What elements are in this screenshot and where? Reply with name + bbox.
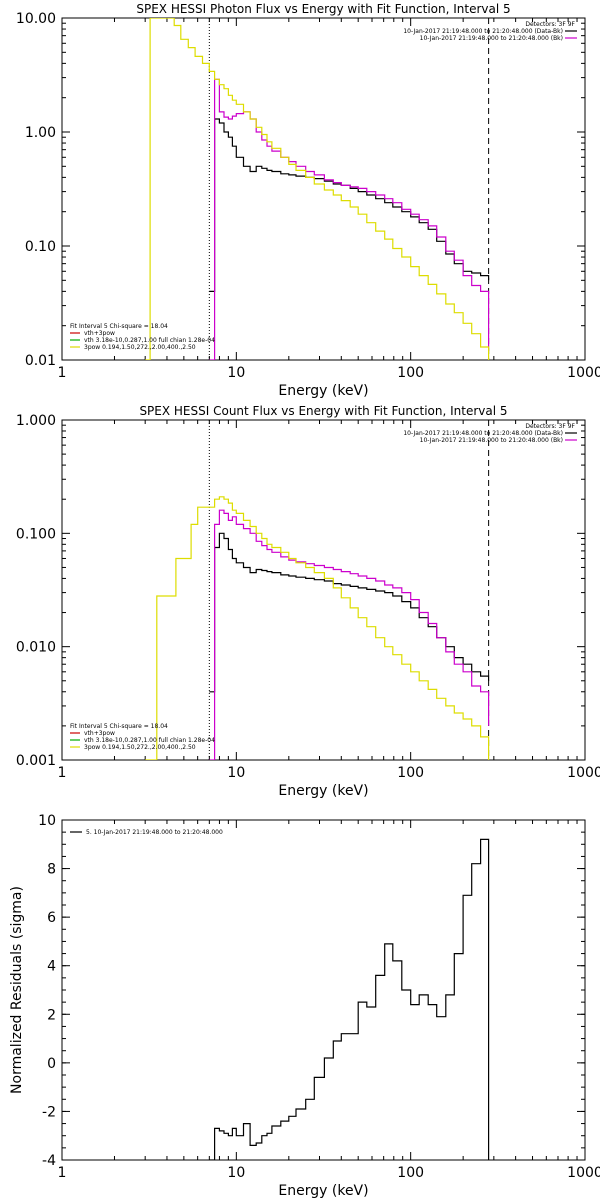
legend-header: Detectors: 3F 9F <box>525 21 575 28</box>
series-group <box>145 496 490 760</box>
y-tick-label: 4 <box>47 959 56 975</box>
fit-legend-entry: vth+3pow <box>84 730 115 737</box>
x-tick-label: 1 <box>58 1165 67 1181</box>
y-tick-label: 0.01 <box>25 353 56 369</box>
y-tick-label: 2 <box>47 1007 56 1023</box>
y-tick-label: 0.100 <box>16 526 56 542</box>
y-tick-label: -2 <box>42 1104 56 1120</box>
y-axis-label: Normalized Residuals (sigma) <box>9 886 25 1094</box>
x-axis-label: Energy (keV) <box>278 1183 368 1199</box>
residuals-panel: 1 10 100 1000 -4 -2 0 2 4 6 8 10 Energy (keV) Normali… <box>9 813 600 1199</box>
x-tick-label: 100 <box>397 365 424 381</box>
legend-entry: 10-Jan-2017 21:19:48.000 to 21:20:48.000… <box>420 35 563 42</box>
x-tick-label: 100 <box>397 765 424 781</box>
x-tick-label: 10 <box>227 765 245 781</box>
fit-legend-header: Fit Interval 5 Chi-square = 18.04 <box>70 323 168 330</box>
series-line-0 <box>209 532 490 693</box>
series-line-0 <box>209 118 490 292</box>
fit-legend-entry: 3pow 0.194,1.50,272.,2.00,400.,2.50 <box>84 744 196 751</box>
photon-flux-panel: 1 10 100 1000 0.01 0.10 1.00 10.00 SPEX HESSI Ph… <box>16 2 600 399</box>
y-tick-label: 0.10 <box>25 239 56 255</box>
fit-legend-entry: 3pow 0.194,1.50,272.,2.00,400.,2.50 <box>84 344 196 351</box>
y-tick-label: 8 <box>47 862 56 878</box>
x-tick-label: 1000 <box>567 365 600 381</box>
y-tick-label: 0.001 <box>16 753 56 769</box>
series-line-2 <box>145 496 490 760</box>
count-flux-panel: 1 10 100 1000 0.001 0.010 0.100 1.000 SPEX HESSI… <box>16 404 600 799</box>
series-group <box>209 838 490 1160</box>
plot-frame <box>61 17 586 361</box>
x-axis-label: Energy (keV) <box>278 783 368 799</box>
chart-title: SPEX HESSI Count Flux vs Energy with Fit… <box>139 404 507 418</box>
y-tick-label: 10 <box>38 813 56 829</box>
fit-legend-entry: vth+3pow <box>84 330 115 337</box>
legend-entry: 10-Jan-2017 21:19:48.000 to 21:20:48.000… <box>403 28 563 35</box>
x-axis-label: Energy (keV) <box>278 383 368 399</box>
plot-frame <box>61 419 586 761</box>
x-tick-label: 1 <box>58 365 67 381</box>
series-line-1 <box>209 78 490 360</box>
x-tick-label: 100 <box>397 1165 424 1181</box>
x-tick-label: 10 <box>227 1165 245 1181</box>
y-tick-label: 0 <box>47 1056 56 1072</box>
series-line-2 <box>145 18 490 360</box>
x-tick-label: 1000 <box>567 1165 600 1181</box>
legend-header: Detectors: 3F 9F <box>525 423 575 430</box>
x-tick-label: 10 <box>227 365 245 381</box>
fit-legend-header: Fit Interval 5 Chi-square = 18.04 <box>70 723 168 730</box>
series-line-1 <box>209 509 490 760</box>
series-line-0 <box>209 838 490 1160</box>
y-tick-label: -4 <box>42 1153 56 1169</box>
legend-entry: 10-Jan-2017 21:19:48.000 to 21:20:48.000… <box>420 437 563 444</box>
y-tick-label: 1.000 <box>16 413 56 429</box>
y-tick-label: 1.00 <box>25 125 56 141</box>
legend-entry: 10-Jan-2017 21:19:48.000 to 21:20:48.000… <box>403 430 563 437</box>
y-tick-label: 10.00 <box>16 11 56 27</box>
y-tick-label: 6 <box>47 910 56 926</box>
chart-title: SPEX HESSI Photon Flux vs Energy with Fi… <box>136 2 510 16</box>
fit-legend-entry: vth 3.18e-10,0.287,1.00 full chian 1.28e… <box>84 337 215 344</box>
fit-legend-entry: vth 3.18e-10,0.287,1.00 full chian 1.28e… <box>84 737 215 744</box>
x-tick-label: 1000 <box>567 765 600 781</box>
series-group <box>145 18 490 360</box>
plot-frame <box>61 819 586 1161</box>
y-tick-label: 0.010 <box>16 640 56 656</box>
legend-entry: 5. 10-Jan-2017 21:19:48.000 to 21:20:48.… <box>86 829 223 836</box>
x-tick-label: 1 <box>58 765 67 781</box>
